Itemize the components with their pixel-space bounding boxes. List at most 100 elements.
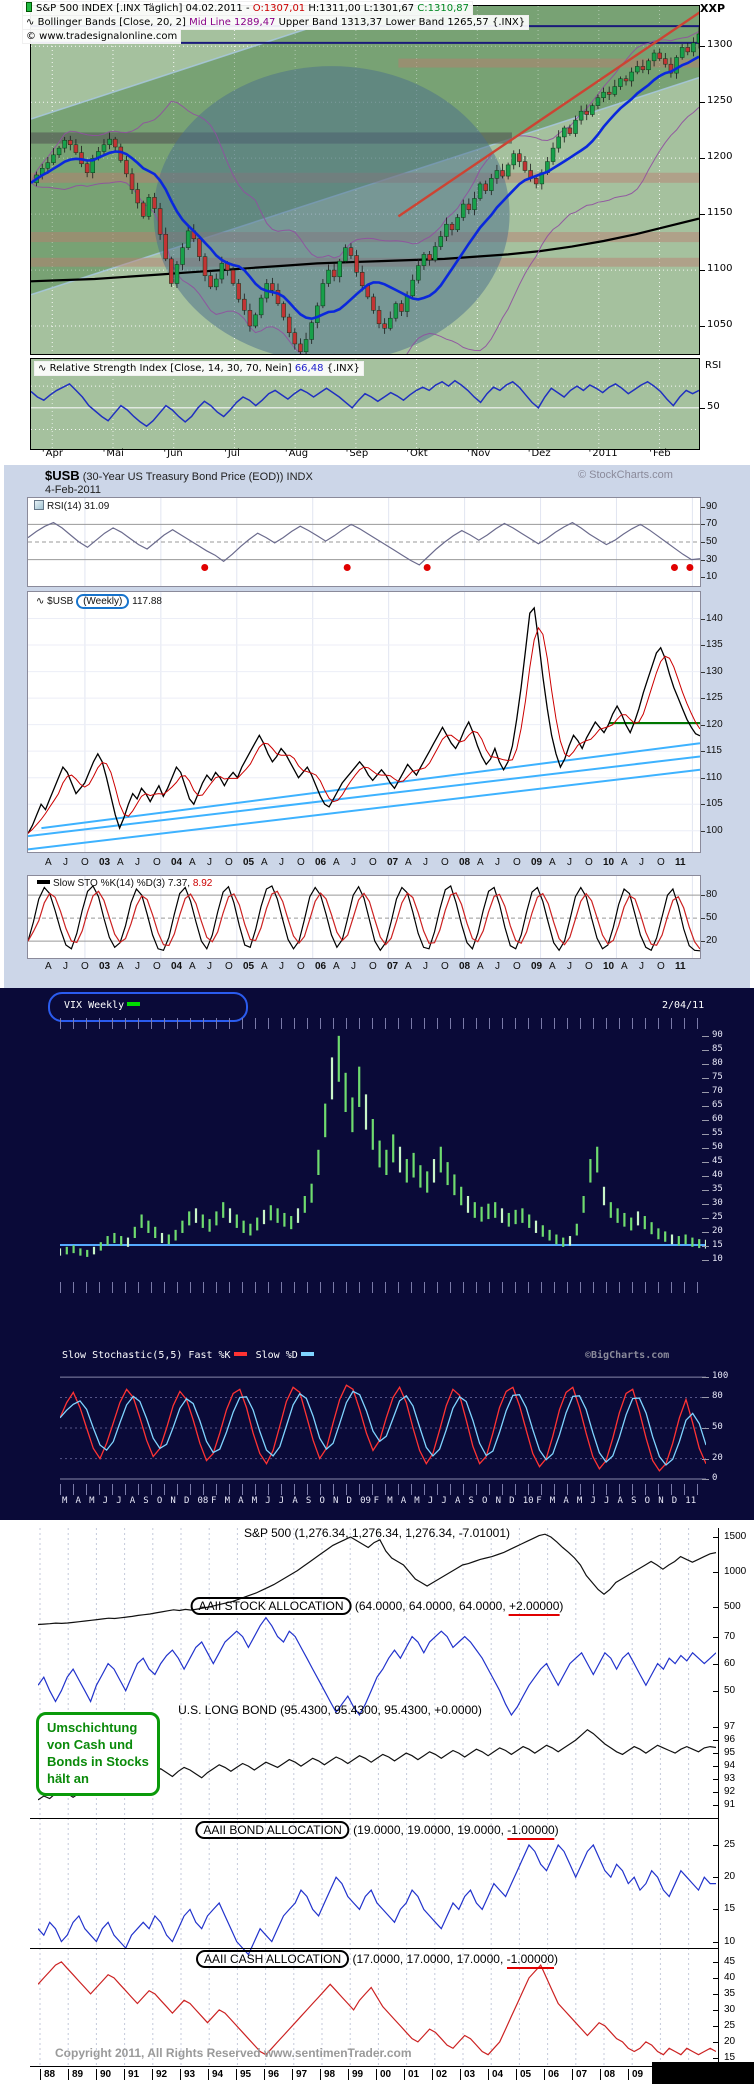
- year-label: 06: [544, 2069, 559, 2080]
- year-label: 11: [684, 2069, 699, 2080]
- bigcharts-source: ©BigCharts.com: [585, 1350, 670, 1361]
- sentiment-tick-label: 95: [724, 1747, 736, 1759]
- x-tick-label: Nov: [467, 448, 491, 459]
- usb-x-label: A: [261, 961, 268, 972]
- year-label: 05: [516, 2069, 531, 2080]
- sentiment-tick-label: 1000: [724, 1565, 747, 1577]
- usb-sto-label: Slow STO %K(14) %D(3) 7.37, 8.92: [34, 878, 212, 889]
- squiggle-icon: ∿: [38, 363, 47, 374]
- usb-x-label: J: [207, 961, 212, 972]
- chart-header-line2: ∿ Bollinger Bands [Close, 20, 2] Mid Lin…: [22, 15, 530, 30]
- axis-tick: [701, 645, 705, 647]
- cash-allocation-title: AAII CASH ALLOCATION (17.0000, 17.0000, …: [196, 1950, 558, 1969]
- axis-tick: [701, 542, 705, 543]
- usb-x-label: A: [549, 961, 556, 972]
- usb-x-label: A: [477, 961, 484, 972]
- cash-allocation-title-box: AAII CASH ALLOCATION: [196, 1950, 350, 1968]
- axis-tick: [701, 698, 705, 700]
- usb-main-tick: 130: [706, 665, 723, 677]
- vix-x-label: J: [265, 1496, 271, 1506]
- vix-sto-tick: 20: [712, 1452, 723, 1463]
- stock-allocation-title-box: AAII STOCK ALLOCATION: [190, 1597, 352, 1615]
- usb-x-label: O: [585, 857, 593, 868]
- usb-rsi-tick: 10: [706, 571, 718, 583]
- usb-sto-bg: [27, 875, 701, 959]
- year-label: 03: [460, 2069, 475, 2080]
- vix-x-label: M: [62, 1496, 68, 1506]
- year-label: 09: [628, 2069, 643, 2080]
- axis-tick: [702, 1232, 709, 1234]
- vix-tick-label: 20: [712, 1226, 723, 1237]
- y-tick-label: 1150: [707, 207, 733, 219]
- chart-icon: [34, 500, 44, 510]
- usb-x-label: O: [441, 961, 449, 972]
- axis-tick: [713, 1740, 718, 1742]
- axis-tick: [702, 1397, 709, 1399]
- usb-x-label: O: [369, 857, 377, 868]
- vix-x-label: A: [238, 1496, 244, 1506]
- axis-tick: [713, 1993, 718, 1995]
- fast-k-swatch-icon: [233, 1352, 247, 1356]
- usb-x-label: J: [423, 857, 428, 868]
- year-label: 04: [488, 2069, 503, 2080]
- vix-x-label: A: [454, 1496, 461, 1506]
- vix-x-label: S: [305, 1496, 312, 1506]
- usb-x-label: A: [45, 961, 52, 972]
- sto-d-value: 8.92: [192, 878, 213, 889]
- usb-x-label: O: [225, 857, 233, 868]
- axis-tick: [701, 941, 705, 943]
- usb-sto-tick: 50: [706, 912, 718, 924]
- usb-x-label: J: [567, 961, 572, 972]
- low-value: L:1301,67: [363, 3, 415, 14]
- axis-tick: [702, 1148, 709, 1150]
- axis-tick: [700, 407, 705, 409]
- year-label: 96: [264, 2069, 279, 2080]
- axis-tick: [713, 2009, 718, 2011]
- axis-tick: [702, 1204, 709, 1206]
- usb-x-label: O: [441, 857, 449, 868]
- vix-x-label: F: [211, 1496, 217, 1506]
- x-tick-label: 2011: [588, 448, 617, 459]
- axis-tick: [702, 1176, 709, 1178]
- vix-x-label: S: [631, 1496, 637, 1506]
- usb-sto-tick: 20: [706, 935, 718, 947]
- vix-date: 2/04/11: [662, 1000, 705, 1011]
- usb-x-label: 09: [531, 857, 543, 868]
- vix-tick-label: 80: [712, 1058, 723, 1069]
- usb-x-label: A: [117, 857, 124, 868]
- usb-rsi-tick: 70: [706, 518, 718, 530]
- usb-x-label: A: [333, 961, 340, 972]
- axis-tick: [713, 1606, 718, 1608]
- vix-x-label: O: [644, 1496, 651, 1506]
- sentiment-tick-label: 91: [724, 1799, 736, 1811]
- vix-x-label: D: [509, 1496, 515, 1506]
- sentiment-tick-label: 25: [724, 2019, 736, 2031]
- year-label: 08: [600, 2069, 615, 2080]
- vix-tick-label: 25: [712, 1212, 723, 1223]
- usb-main-tick: 110: [706, 771, 722, 783]
- vix-tick-label: 40: [712, 1170, 723, 1181]
- sentimentrader-copyright: Copyright 2011, All Rights Reserved www.…: [55, 2046, 412, 2060]
- axis-tick: [701, 671, 705, 673]
- x-tick-label: Okt: [406, 448, 428, 459]
- axis-tick: [713, 1766, 718, 1768]
- vix-x-label: N: [495, 1496, 502, 1506]
- vix-sto-tick: 100: [712, 1371, 729, 1382]
- vix-x-label: N: [658, 1496, 664, 1506]
- axis-tick: [700, 158, 705, 160]
- usb-x-label: 10: [603, 857, 615, 868]
- axis-tick: [701, 918, 705, 920]
- usb-x-label: A: [333, 857, 340, 868]
- vix-tick-label: 70: [712, 1086, 723, 1097]
- axis-tick: [700, 214, 705, 216]
- usb-x-label: 06: [315, 857, 327, 868]
- usb-symbol: $USB: [45, 468, 80, 483]
- year-label: 01: [404, 2069, 419, 2080]
- squiggle-icon: ∿: [36, 596, 45, 607]
- usb-x-label: O: [153, 961, 161, 972]
- vix-x-label: J: [441, 1496, 447, 1506]
- vix-x-label: A: [292, 1496, 298, 1506]
- year-label: 02: [432, 2069, 447, 2080]
- usb-x-label: A: [45, 857, 52, 868]
- usb-x-label: 03: [99, 961, 111, 972]
